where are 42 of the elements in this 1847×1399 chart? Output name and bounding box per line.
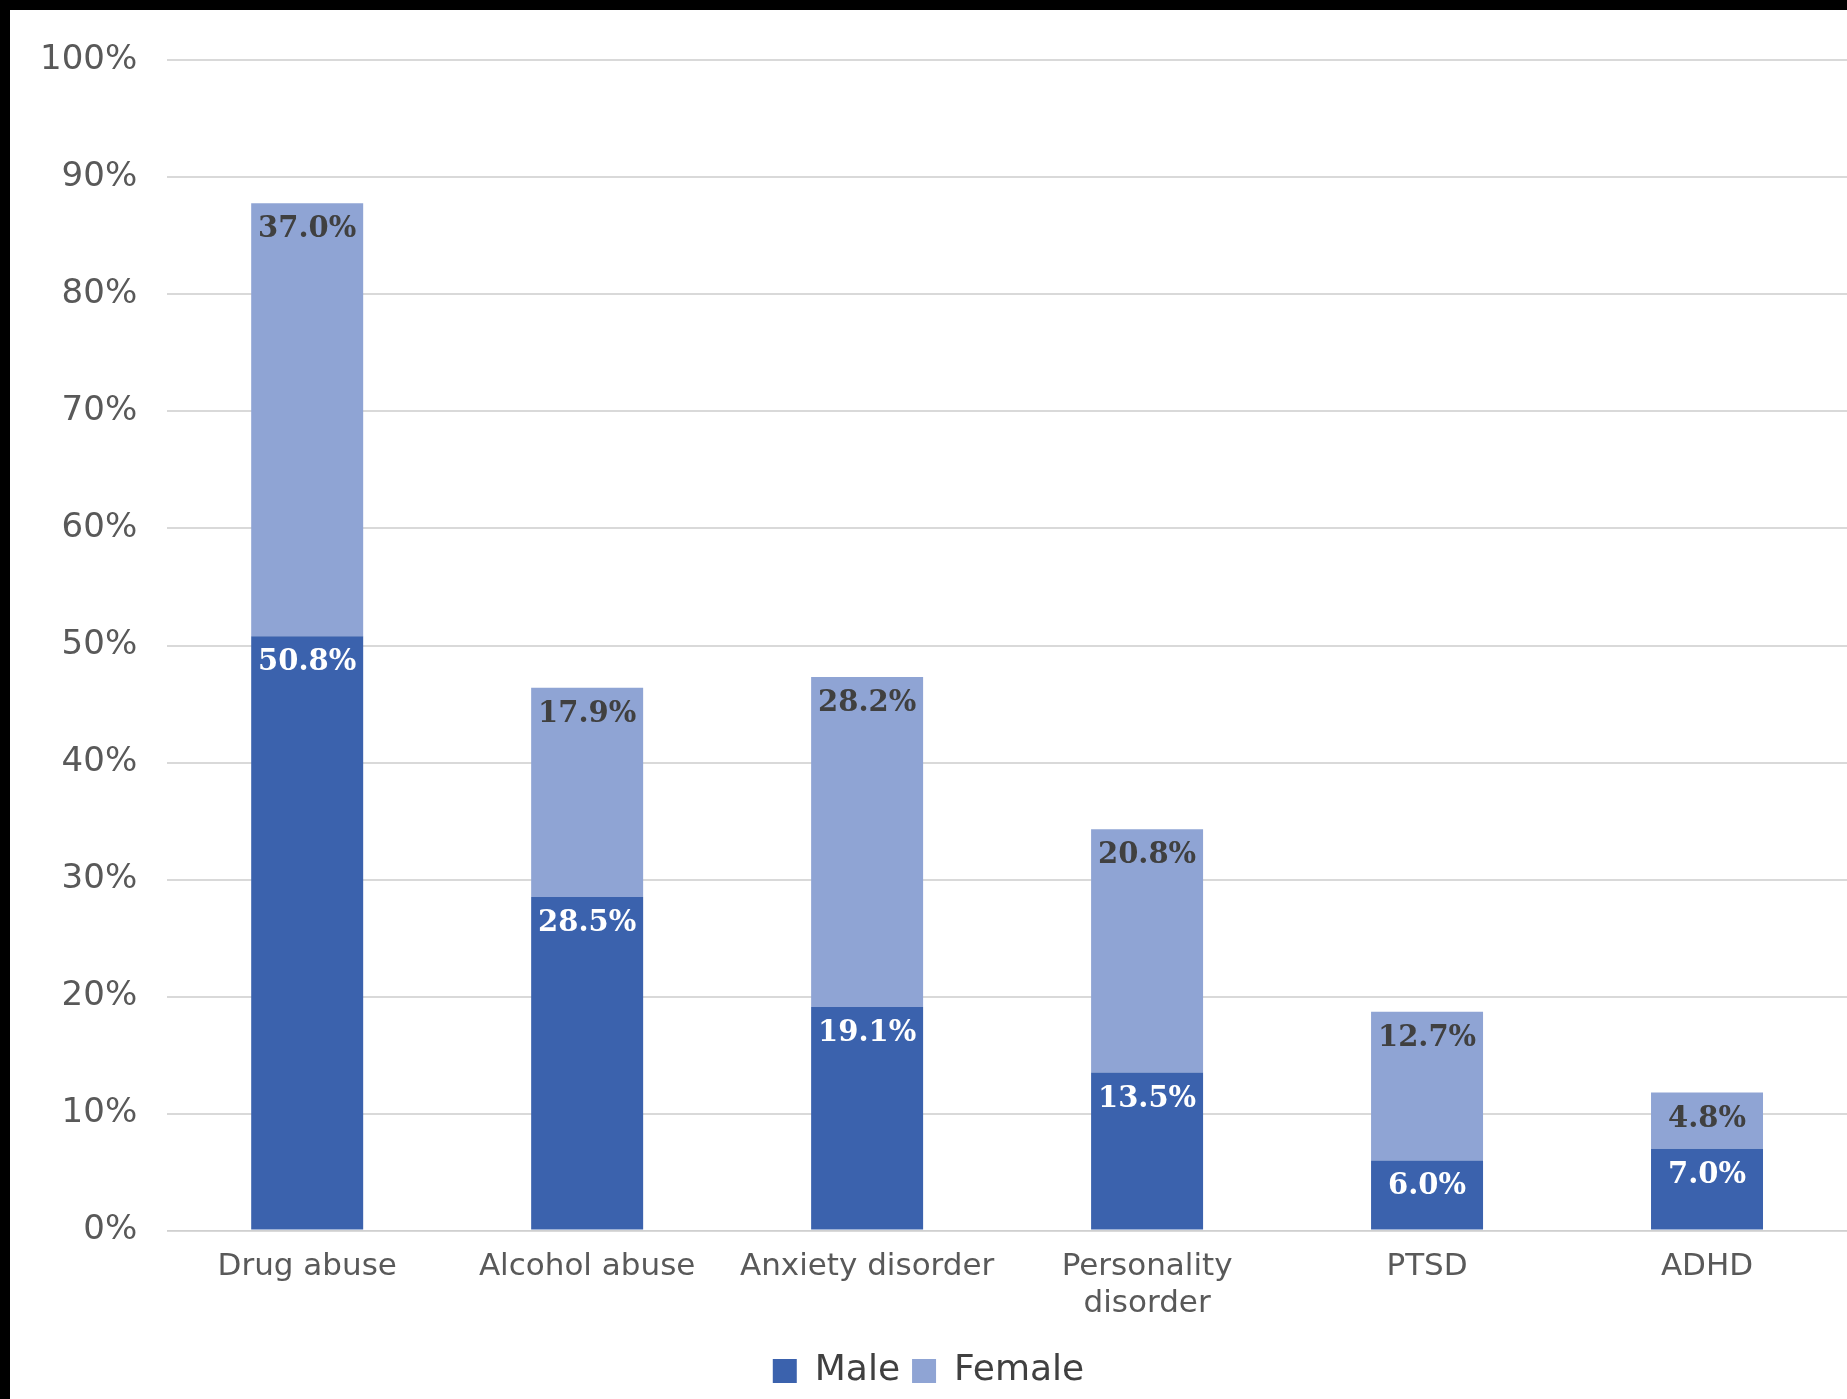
bar bbox=[1651, 1148, 1764, 1230]
bar bbox=[251, 203, 364, 637]
x-tick-label: PTSD bbox=[1386, 1246, 1468, 1283]
y-tick-label: 50% bbox=[61, 622, 138, 663]
y-tick-label: 20% bbox=[61, 973, 138, 1014]
y-tick-label: 10% bbox=[61, 1090, 138, 1131]
y-tick-label: 30% bbox=[61, 856, 138, 897]
data-label: 28.2% bbox=[818, 684, 917, 719]
bar bbox=[531, 897, 644, 1230]
y-tick-label: 80% bbox=[61, 271, 138, 312]
bar bbox=[811, 1007, 924, 1230]
data-label: 20.8% bbox=[1097, 836, 1197, 871]
data-label: 4.8% bbox=[1668, 1099, 1747, 1134]
data-label: 12.7% bbox=[1377, 1018, 1477, 1053]
y-tick-label: 40% bbox=[61, 739, 138, 780]
x-tick-label: Personality disorder bbox=[1061, 1246, 1233, 1320]
y-tick-label: 0% bbox=[83, 1207, 138, 1248]
y-tick-label: 90% bbox=[61, 154, 138, 195]
x-tick-label: Drug abuse bbox=[217, 1246, 397, 1283]
bar bbox=[251, 636, 364, 1230]
bar bbox=[1091, 829, 1204, 1073]
data-label: 50.8% bbox=[258, 643, 357, 678]
data-label: 37.0% bbox=[258, 210, 357, 245]
data-label: 13.5% bbox=[1097, 1079, 1197, 1114]
bar bbox=[1371, 1011, 1484, 1161]
data-label: 7.0% bbox=[1668, 1155, 1747, 1190]
y-tick-label: 100% bbox=[40, 37, 138, 78]
bar bbox=[531, 687, 644, 898]
x-tick-label: ADHD bbox=[1660, 1246, 1754, 1283]
data-label: 6.0% bbox=[1388, 1167, 1467, 1202]
data-label: 17.9% bbox=[538, 694, 637, 729]
x-tick-label: Alcohol abuse bbox=[478, 1246, 696, 1283]
bar bbox=[811, 677, 924, 1008]
legend-label: Male bbox=[814, 1347, 901, 1389]
y-tick-label: 70% bbox=[61, 388, 138, 429]
data-label: 28.5% bbox=[538, 904, 637, 939]
data-label: 19.1% bbox=[818, 1014, 917, 1049]
y-tick-label: 60% bbox=[61, 505, 138, 546]
x-tick-label: Anxiety disorder bbox=[739, 1246, 995, 1283]
bar bbox=[1371, 1160, 1484, 1230]
legend-label: Female bbox=[954, 1347, 1085, 1389]
bar bbox=[1091, 1072, 1204, 1230]
